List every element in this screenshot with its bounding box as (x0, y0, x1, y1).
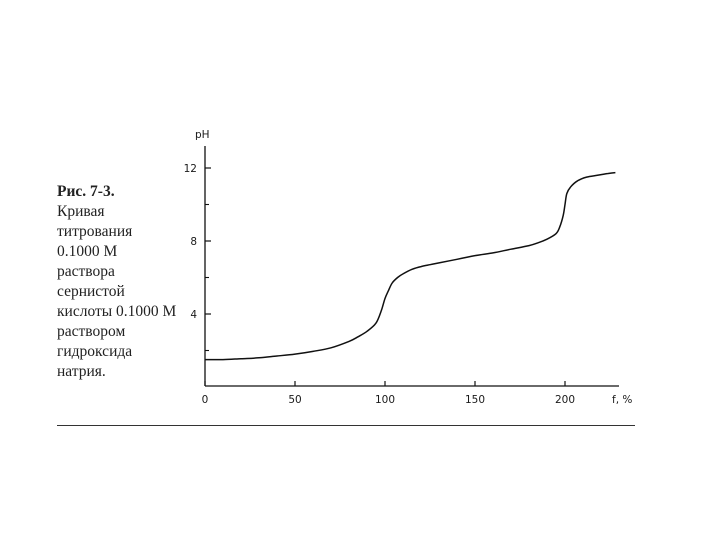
x-axis-label: f, % (612, 394, 632, 406)
x-tick-label-0: 0 (202, 394, 209, 406)
y-tick-label-8: 8 (190, 236, 197, 248)
y-axis-label: pH (195, 129, 210, 141)
x-tick-label-50: 50 (288, 394, 301, 406)
figure-number: Рис. 7-3. (57, 183, 115, 200)
chart-tick-labels: 4 8 12 0 50 100 150 200 (184, 163, 575, 406)
caption-rule (57, 425, 635, 426)
y-tick-label-4: 4 (190, 309, 197, 321)
chart-axes (204, 146, 619, 387)
y-tick-label-12: 12 (184, 163, 197, 175)
x-tick-label-150: 150 (465, 394, 485, 406)
titration-curve-line (204, 171, 616, 361)
x-tick-label-100: 100 (375, 394, 395, 406)
figure-caption: Рис. 7-3. Кривая титрования 0.1000 М рас… (57, 182, 177, 382)
chart-ticks (204, 167, 566, 386)
figure-description: Кривая титрования 0.1000 М раствора серн… (57, 203, 177, 380)
x-tick-label-200: 200 (555, 394, 575, 406)
chart-series (204, 171, 616, 361)
